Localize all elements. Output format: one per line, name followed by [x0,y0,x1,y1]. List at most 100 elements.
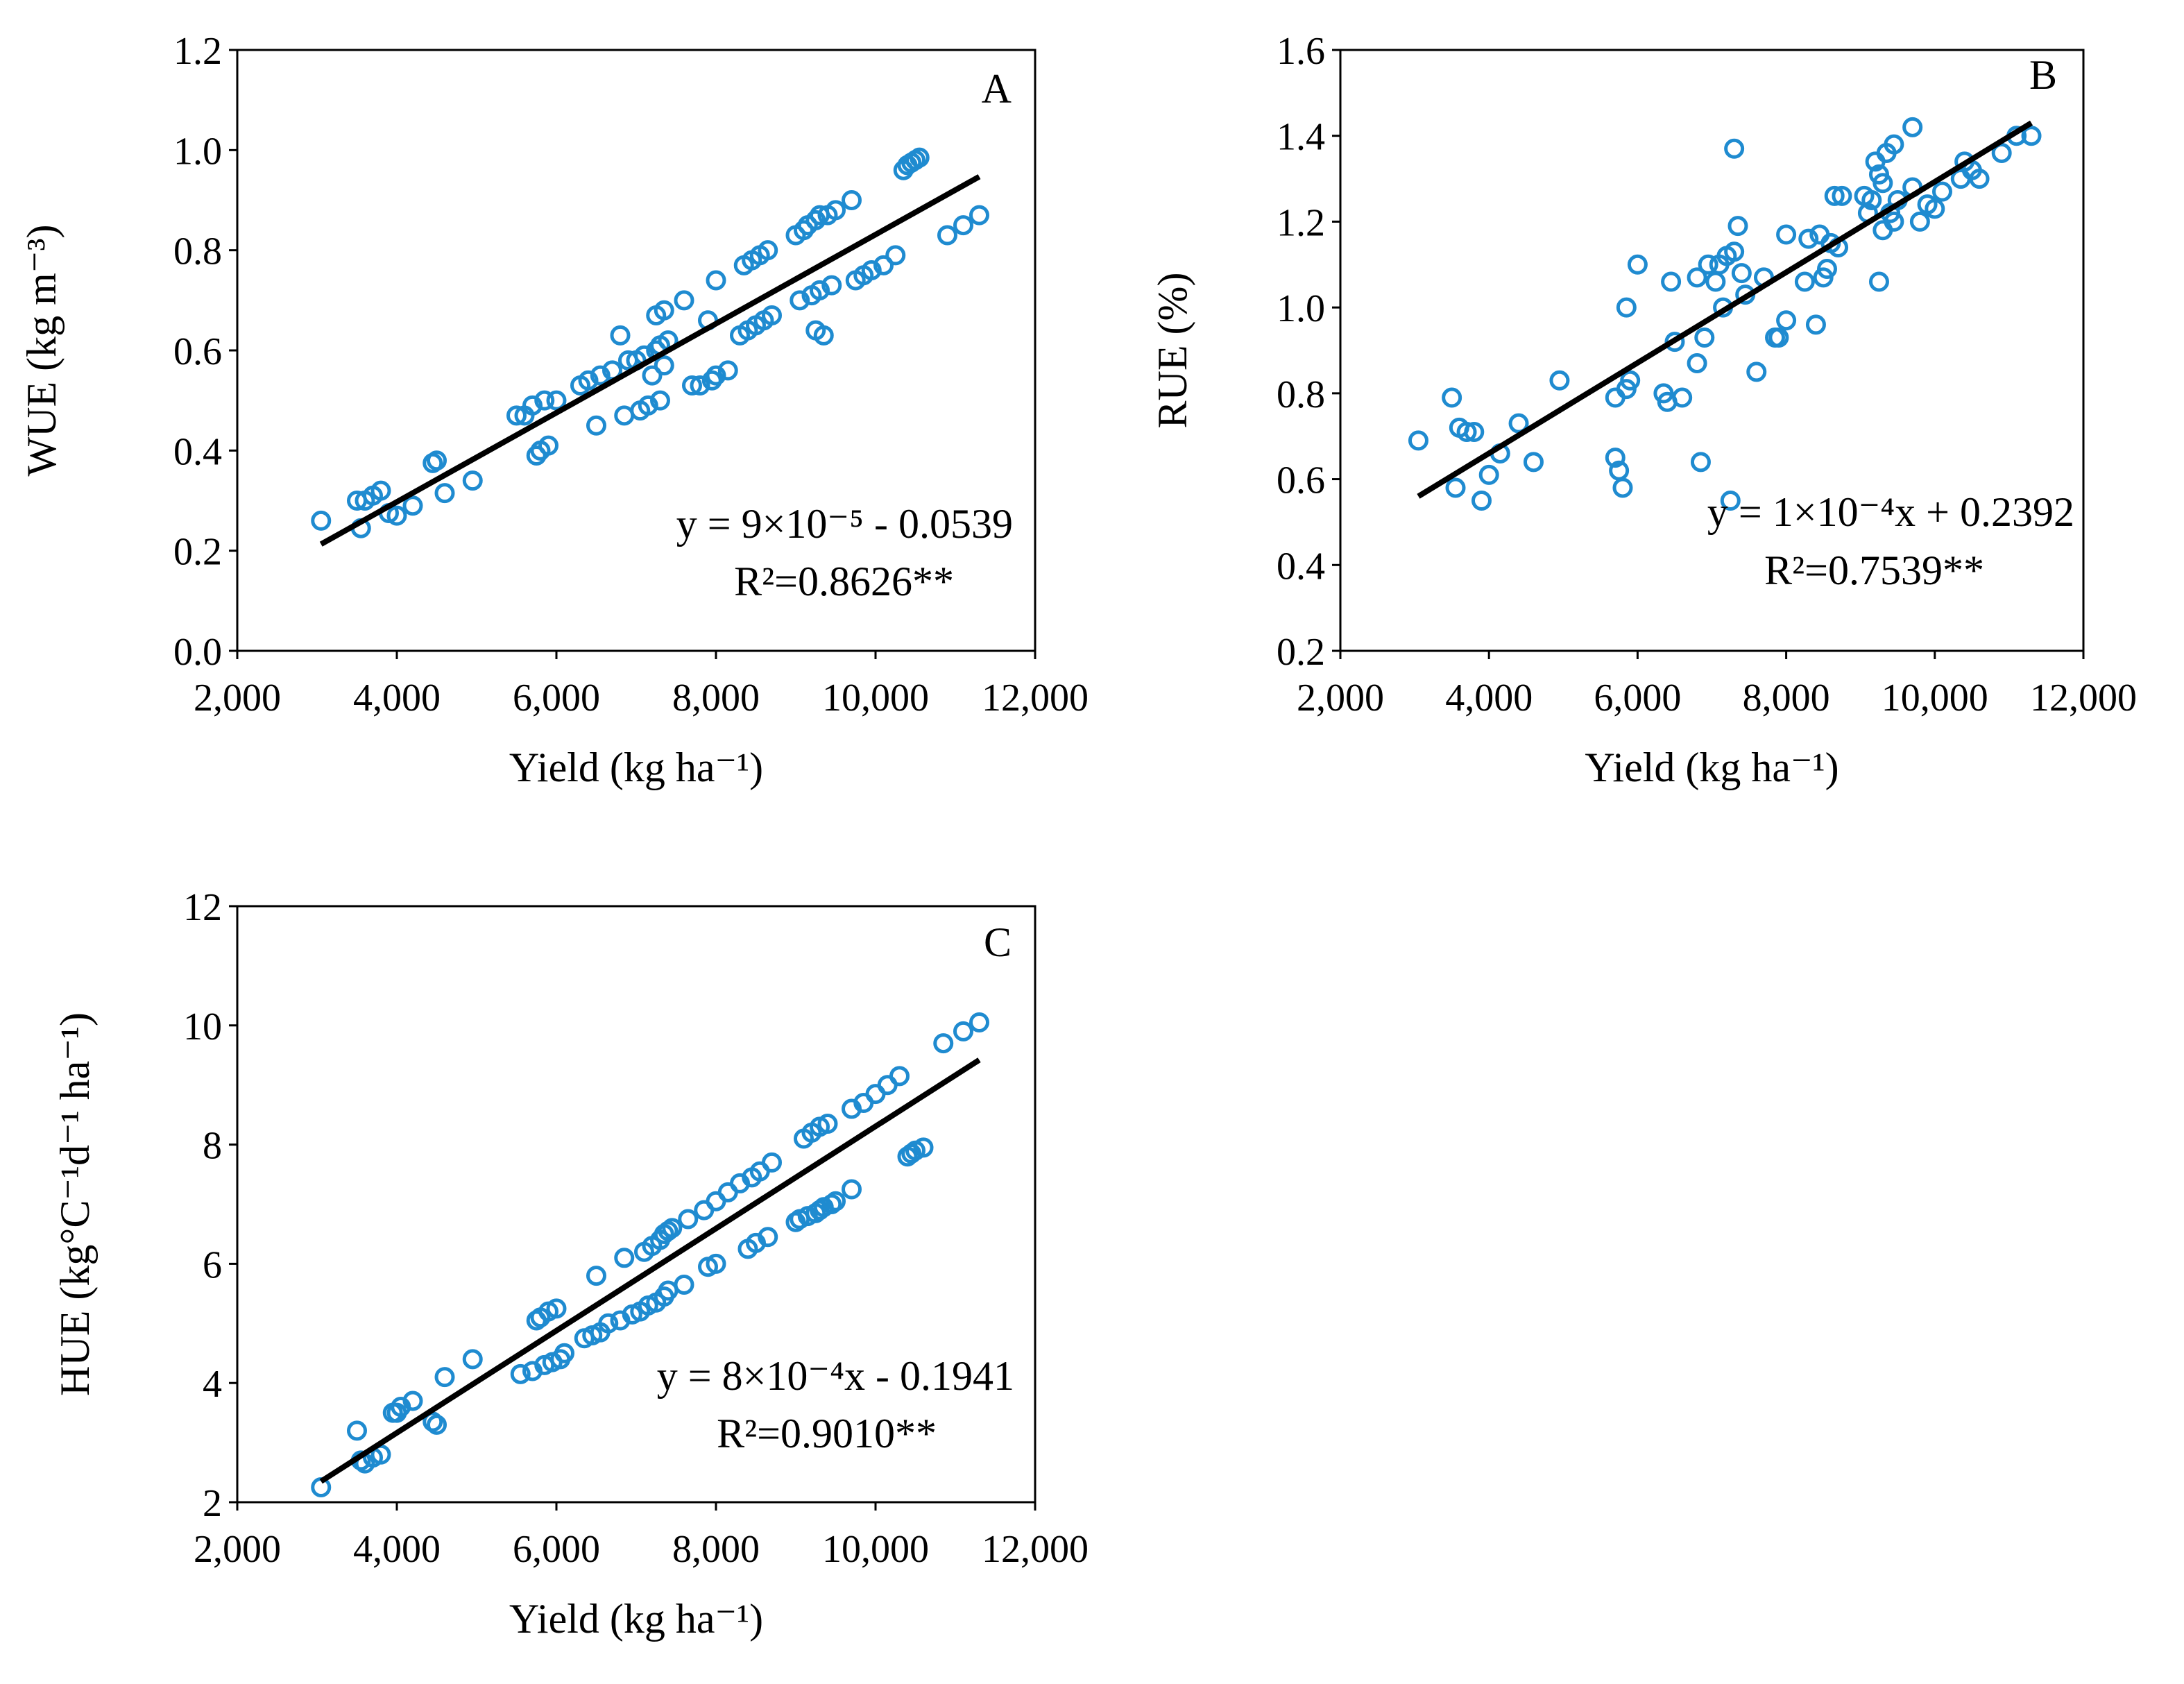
data-point [1408,430,1428,451]
data-point [1932,181,1953,202]
data-point [885,245,906,266]
data-point [642,365,663,386]
x-tick-label: 12,000 [2030,677,2137,720]
data-point [1727,216,1748,237]
data-point [1664,332,1685,352]
data-point [1620,370,1641,391]
data-point [861,260,882,281]
data-point [538,435,558,456]
data-point [953,1021,973,1041]
plot-frame [236,905,1036,1504]
data-point [826,1191,846,1211]
data-point [758,1227,778,1248]
y-tick-label: 0.4 [173,430,222,473]
data-point [427,1414,447,1435]
data-point [717,360,738,381]
regression-equation: y = 1×10⁻⁴x + 0.2392 [1707,489,2074,535]
data-point [1969,169,1990,189]
y-tick-label: 1.0 [173,130,222,173]
data-point [1698,254,1718,275]
scatter-series [1408,117,2042,511]
y-tick-label: 0.0 [173,631,222,674]
data-point [614,1248,635,1268]
data-point [1445,477,1466,498]
data-point [1909,211,1930,232]
data-point [1661,271,1682,292]
data-point [598,1313,619,1334]
data-point [1832,185,1852,206]
data-point [1442,387,1462,408]
data-point [1724,138,1745,159]
data-point [311,510,332,531]
data-point [1731,263,1752,284]
x-tick-label: 8,000 [672,1528,760,1571]
data-point [1884,211,1904,232]
data-point [510,1363,531,1384]
y-axis-label: WUE (kg m⁻³) [19,225,65,477]
data-point [1991,142,2012,163]
r-squared-label: R²=0.8626** [734,559,954,604]
data-point [813,325,834,346]
data-point [1720,491,1741,511]
data-point [1508,413,1529,434]
panel-label: B [2029,52,2057,98]
data-point [933,1033,954,1054]
data-point [638,395,658,416]
data-point [434,483,455,504]
data-point [1471,491,1492,511]
data-point [842,190,862,210]
panel-label: C [984,919,1012,965]
data-point [1464,422,1485,443]
data-point [1824,185,1845,206]
y-tick-label: 0.6 [1277,459,1325,502]
x-tick-label: 2,000 [194,1528,281,1571]
data-point [662,1218,683,1239]
data-point [909,147,930,168]
data-point [1872,173,1893,194]
data-point [1687,267,1707,288]
data-point [347,1420,367,1441]
data-point [953,215,973,236]
x-tick-label: 6,000 [513,1528,600,1571]
data-point [522,395,543,416]
data-point [821,275,842,296]
data-point [1902,117,1923,137]
data-point [889,1066,910,1087]
x-tick-label: 2,000 [1297,677,1384,720]
data-point [1798,228,1819,249]
data-point [937,225,957,246]
data-point [506,405,527,426]
y-tick-label: 0.4 [1277,545,1325,588]
data-point [762,305,782,325]
r-squared-label: R²=0.9010** [717,1411,937,1456]
data-point [913,1137,934,1158]
data-point [1616,297,1637,318]
data-point [434,1367,455,1388]
data-point [817,1114,838,1134]
data-point [586,415,606,436]
data-point [873,255,894,275]
data-point [610,325,631,346]
x-tick-label: 4,000 [353,1528,441,1571]
y-tick-label: 0.6 [173,330,222,373]
data-point [1549,370,1570,391]
data-point [1612,477,1633,498]
y-tick-label: 1.6 [1277,30,1325,73]
y-axis-label: HUE (kg°C⁻¹d⁻¹ ha⁻¹) [52,1012,98,1396]
y-tick-label: 1.4 [1277,116,1325,159]
data-point [1627,254,1648,275]
x-tick-label: 8,000 [672,677,760,720]
x-tick-label: 10,000 [1882,677,1988,720]
data-point [1690,452,1711,473]
y-tick-label: 2 [203,1482,222,1525]
data-point [462,470,483,491]
data-point [969,1012,989,1033]
data-point [590,365,611,386]
plot-frame [1339,49,2085,652]
regression-line [319,174,981,547]
y-tick-label: 1.2 [1277,201,1325,244]
y-tick-label: 8 [203,1125,222,1168]
y-tick-label: 6 [203,1243,222,1286]
data-point [1672,387,1693,408]
y-tick-label: 0.8 [1277,373,1325,416]
